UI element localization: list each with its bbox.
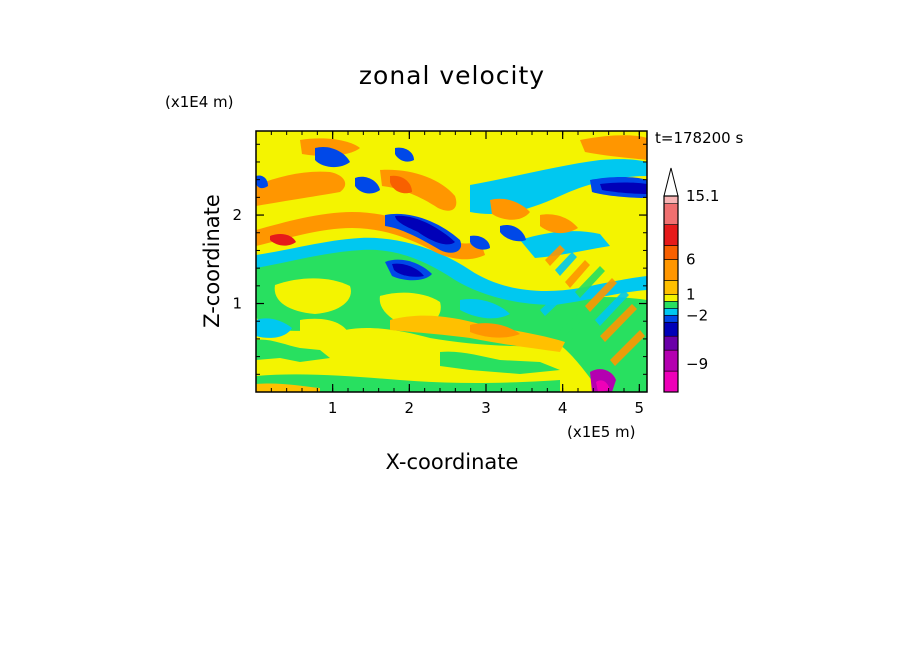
field-cyan-band xyxy=(470,159,647,215)
field-orange-band xyxy=(256,171,346,206)
colorbar-arrow xyxy=(663,167,679,197)
field-blue-blob xyxy=(600,182,647,194)
field-wave-stripes xyxy=(540,245,645,366)
field-blue-blob xyxy=(256,175,268,189)
colorbar-swatch xyxy=(663,321,679,337)
field-blue-blob xyxy=(470,235,490,250)
colorbar-swatch xyxy=(663,294,679,302)
x-tick-label: 4 xyxy=(558,399,568,417)
x-unit-label: (x1E5 m) xyxy=(567,423,636,441)
field-green-patch xyxy=(256,339,330,362)
field-blue-blob xyxy=(392,263,424,277)
colorbar-swatch xyxy=(663,307,679,316)
x-axis-label: X-coordinate xyxy=(386,450,519,474)
field-red-accent xyxy=(270,234,296,246)
y-axis: 12 xyxy=(232,143,647,375)
y-unit-label: (x1E4 m) xyxy=(165,93,234,111)
x-tick-label: 2 xyxy=(405,399,415,417)
plot-frame xyxy=(255,130,648,393)
y-tick-label: 1 xyxy=(232,295,242,313)
field-orange-band xyxy=(580,135,647,160)
field-yellow-island xyxy=(300,318,350,344)
field-orange-low xyxy=(470,323,520,338)
field-orange-band xyxy=(540,214,578,234)
field-yellow-island xyxy=(274,278,351,314)
field-orange-band xyxy=(490,198,530,220)
field-blue-blob xyxy=(395,215,455,245)
colorbar-swatch xyxy=(663,259,679,281)
colorbar: 15.1 6 1 −2 −9 xyxy=(663,167,719,393)
field-blue-blob xyxy=(395,147,414,162)
velocity-field xyxy=(256,131,647,392)
field-blue-blob xyxy=(315,146,350,168)
field-cyan-patch xyxy=(460,298,510,319)
y-axis-label: Z-coordinate xyxy=(200,194,224,328)
colorbar-label: −9 xyxy=(686,355,708,373)
colorbar-swatch xyxy=(663,314,679,323)
colorbar-swatch xyxy=(663,195,679,204)
colorbar-swatch xyxy=(663,349,679,372)
colorbar-swatch xyxy=(663,370,679,393)
field-cyan-patch xyxy=(256,318,292,338)
colorbar-label: 15.1 xyxy=(686,187,719,205)
colorbar-swatch xyxy=(663,280,679,295)
colorbar-label: −2 xyxy=(686,306,708,324)
field-orange-band xyxy=(256,212,485,260)
field-blue-blob xyxy=(500,224,526,242)
field-green-patch xyxy=(440,351,560,374)
field-bottom-band xyxy=(256,374,560,392)
field-magenta-patch xyxy=(590,369,616,392)
x-axis: 1 2 3 4 5 xyxy=(270,131,645,417)
field-magenta-patch xyxy=(596,380,610,392)
y-tick-label: 2 xyxy=(232,206,242,224)
x-tick-label: 5 xyxy=(635,399,645,417)
x-tick-label: 3 xyxy=(481,399,491,417)
colorbar-swatch xyxy=(663,203,679,225)
field-bottom-band xyxy=(256,383,320,392)
colorbar-label: 6 xyxy=(686,250,696,268)
field-red-accent xyxy=(390,175,412,194)
colorbar-label: 1 xyxy=(686,285,696,303)
field-cyan-band xyxy=(256,237,647,305)
time-label: t=178200 s xyxy=(655,129,743,147)
x-tick-label: 1 xyxy=(328,399,338,417)
chart-title: zonal velocity xyxy=(359,61,545,90)
colorbar-swatch xyxy=(663,245,679,260)
field-cyan-band xyxy=(520,231,610,258)
colorbar-swatch xyxy=(663,301,679,309)
colorbar-frame xyxy=(663,195,679,393)
field-blue-blob xyxy=(355,176,380,194)
colorbar-swatch xyxy=(663,224,679,246)
colorbar-swatch xyxy=(663,335,679,351)
